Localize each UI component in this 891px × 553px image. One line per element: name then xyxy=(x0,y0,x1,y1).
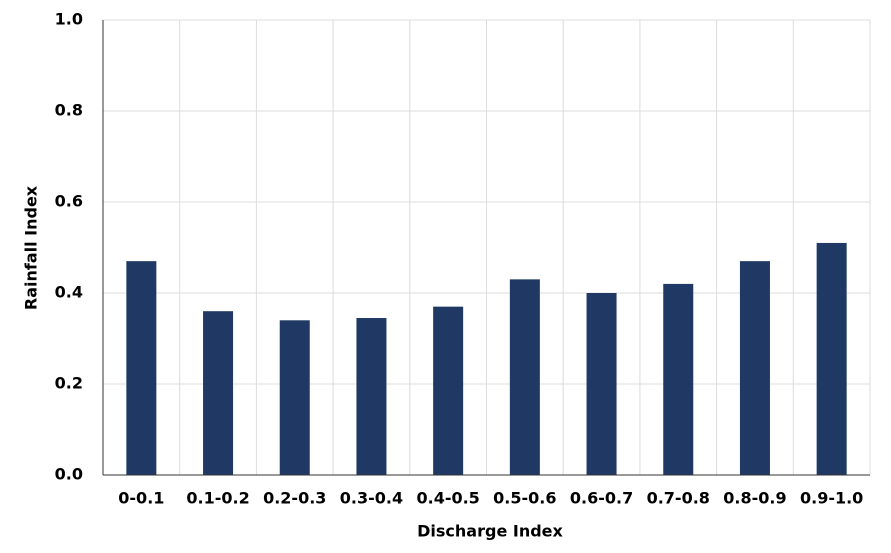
bar xyxy=(433,306,464,475)
y-tick-label: 0.0 xyxy=(55,465,83,484)
x-tick-label: 0.7-0.8 xyxy=(647,489,710,508)
x-tick-label: 0.6-0.7 xyxy=(570,489,633,508)
bar xyxy=(816,242,847,475)
bar xyxy=(356,318,387,475)
bar xyxy=(663,283,694,475)
bar xyxy=(509,279,540,475)
x-tick-label: 0.8-0.9 xyxy=(723,489,786,508)
y-tick-label: 0.4 xyxy=(55,283,83,302)
x-tick-label: 0.9-1.0 xyxy=(800,489,863,508)
x-tick-label: 0.3-0.4 xyxy=(340,489,403,508)
x-tick-label: 0.4-0.5 xyxy=(416,489,479,508)
y-axis-label: Rainfall Index xyxy=(22,185,41,310)
x-tick-label: 0.2-0.3 xyxy=(263,489,326,508)
bar xyxy=(586,293,617,475)
x-axis-label: Discharge Index xyxy=(417,522,563,541)
bar xyxy=(279,320,310,475)
x-tick-label: 0.1-0.2 xyxy=(186,489,249,508)
x-tick-label: 0-0.1 xyxy=(118,489,164,508)
bar xyxy=(203,311,234,475)
y-tick-label: 0.8 xyxy=(55,101,83,120)
x-tick-label: 0.5-0.6 xyxy=(493,489,556,508)
y-tick-label: 0.2 xyxy=(55,374,83,393)
bar xyxy=(739,261,770,475)
y-tick-label: 1.0 xyxy=(55,10,83,29)
bar xyxy=(126,261,157,475)
y-tick-label: 0.6 xyxy=(55,192,83,211)
